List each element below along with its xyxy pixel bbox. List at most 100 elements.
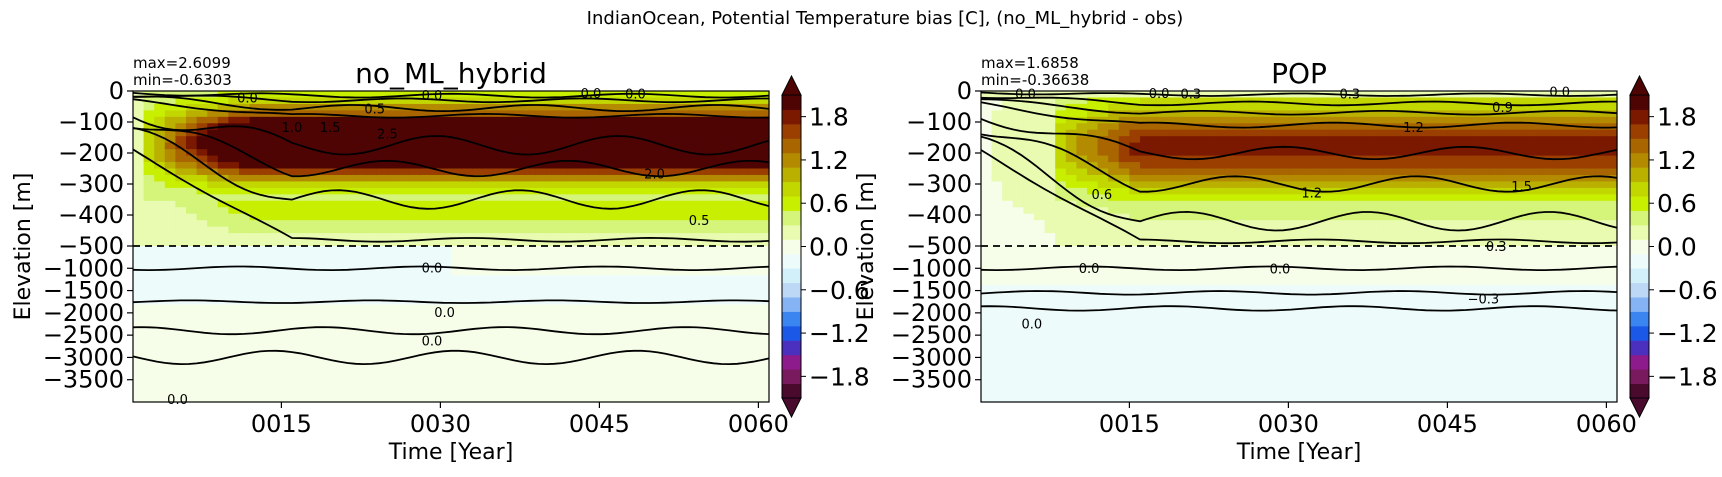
heatmap-cell <box>250 334 261 344</box>
heatmap-cell <box>504 392 515 402</box>
heatmap-cell <box>1500 169 1511 176</box>
heatmap-cell <box>1310 314 1321 324</box>
heatmap-cell <box>758 295 769 305</box>
heatmap-cell <box>1119 130 1130 137</box>
heatmap-cell <box>228 344 239 354</box>
heatmap-cell <box>515 383 526 393</box>
heatmap-cell <box>1543 314 1554 324</box>
heatmap-cell <box>430 104 441 111</box>
heatmap-cell <box>727 344 738 354</box>
heatmap-cell <box>1235 227 1246 234</box>
heatmap-cell <box>345 275 356 285</box>
figure-suptitle: IndianOcean, Potential Temperature bias … <box>587 8 1184 29</box>
heatmap-cell <box>313 207 324 214</box>
heatmap-cell <box>1098 334 1109 344</box>
heatmap-cell <box>568 214 579 221</box>
heatmap-cell <box>1087 373 1098 383</box>
heatmap-cell <box>356 194 367 201</box>
heatmap-cell <box>1585 91 1596 98</box>
heatmap-cell <box>568 130 579 137</box>
heatmap-cell <box>451 149 462 156</box>
heatmap-cell <box>472 285 483 295</box>
heatmap-cell <box>1119 175 1130 182</box>
heatmap-cell <box>218 392 229 402</box>
heatmap-cell <box>324 275 335 285</box>
heatmap-cell <box>504 201 515 208</box>
heatmap-cell <box>1034 392 1045 402</box>
heatmap-cell <box>610 117 621 124</box>
heatmap-cell <box>1458 256 1469 266</box>
heatmap-cell <box>1151 295 1162 305</box>
heatmap-cell <box>1023 344 1034 354</box>
heatmap-cell <box>1373 246 1384 256</box>
heatmap-cell <box>356 233 367 240</box>
heatmap-cell <box>705 117 716 124</box>
heatmap-cell <box>1129 295 1140 305</box>
heatmap-cell <box>313 246 324 256</box>
heatmap-cell <box>1394 373 1405 383</box>
heatmap-cell <box>504 162 515 169</box>
heatmap-cell <box>1225 104 1236 111</box>
heatmap-cell <box>1299 334 1310 344</box>
heatmap-cell <box>1606 324 1617 334</box>
heatmap-cell <box>186 220 197 227</box>
heatmap-cell <box>1341 295 1352 305</box>
heatmap-cell <box>716 117 727 124</box>
heatmap-cell <box>1532 136 1543 143</box>
heatmap-cell <box>165 275 176 285</box>
heatmap-cell <box>536 156 547 163</box>
heatmap-cell <box>1479 214 1490 221</box>
heatmap-cell <box>1416 314 1427 324</box>
heatmap-cell <box>324 246 335 256</box>
heatmap-cell <box>642 353 653 363</box>
heatmap-cell <box>716 214 727 221</box>
heatmap-cell <box>1606 256 1617 266</box>
heatmap-cell <box>313 97 324 104</box>
heatmap-cell <box>599 194 610 201</box>
colorbar-segment <box>782 384 801 399</box>
heatmap-cell <box>387 344 398 354</box>
heatmap-cell <box>1363 295 1374 305</box>
heatmap-cell <box>1087 156 1098 163</box>
heatmap-cell <box>1204 143 1215 150</box>
heatmap-cell <box>578 363 589 373</box>
heatmap-cell <box>1405 104 1416 111</box>
contour-label: 0.0 <box>1270 263 1291 278</box>
heatmap-cell <box>1108 363 1119 373</box>
heatmap-cell <box>1225 169 1236 176</box>
heatmap-cell <box>419 181 430 188</box>
heatmap-cell <box>377 314 388 324</box>
heatmap-cell <box>1161 295 1172 305</box>
heatmap-cell <box>758 305 769 315</box>
heatmap-cell <box>1394 256 1405 266</box>
heatmap-cell <box>1458 162 1469 169</box>
heatmap-cell <box>1511 220 1522 227</box>
heatmap-cell <box>1278 295 1289 305</box>
heatmap-cell <box>981 373 992 383</box>
heatmap-cell <box>610 123 621 130</box>
heatmap-cell <box>1352 162 1363 169</box>
heatmap-cell <box>366 233 377 240</box>
heatmap-cell <box>1596 143 1607 150</box>
heatmap-cell <box>716 130 727 137</box>
heatmap-cell <box>1002 130 1013 137</box>
heatmap-cell <box>1532 214 1543 221</box>
heatmap-cell <box>451 246 462 256</box>
heatmap-cell <box>1045 285 1056 295</box>
heatmap-cell <box>1225 227 1236 234</box>
heatmap-cell <box>1469 214 1480 221</box>
heatmap-cell <box>154 383 165 393</box>
heatmap-cell <box>536 373 547 383</box>
heatmap-cell <box>1479 373 1490 383</box>
heatmap-cell <box>419 314 430 324</box>
y-axis-label: Elevation [m] <box>11 173 36 321</box>
heatmap-cell <box>1373 334 1384 344</box>
heatmap-cell <box>705 305 716 315</box>
heatmap-cell <box>440 143 451 150</box>
heatmap-cell <box>652 383 663 393</box>
heatmap-cell <box>1119 392 1130 402</box>
heatmap-cell <box>695 275 706 285</box>
heatmap-cell <box>663 305 674 315</box>
heatmap-cell <box>1288 220 1299 227</box>
heatmap-cell <box>536 334 547 344</box>
